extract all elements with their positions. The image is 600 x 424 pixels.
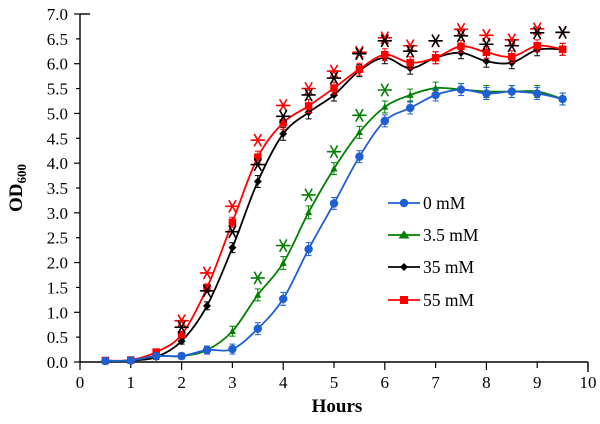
svg-text:3.5 mM: 3.5 mM (423, 225, 479, 245)
svg-text:7: 7 (431, 373, 440, 392)
svg-text:5.5: 5.5 (47, 80, 68, 99)
svg-text:5: 5 (330, 373, 339, 392)
svg-text:8: 8 (482, 373, 491, 392)
svg-text:0: 0 (76, 373, 85, 392)
svg-text:0.0: 0.0 (47, 353, 68, 372)
svg-text:3.0: 3.0 (47, 204, 68, 223)
svg-text:35 mM: 35 mM (423, 257, 474, 277)
svg-text:3: 3 (228, 373, 237, 392)
svg-text:7.0: 7.0 (47, 5, 68, 24)
svg-text:2.0: 2.0 (47, 254, 68, 273)
svg-text:3.5: 3.5 (47, 179, 68, 198)
svg-text:0.5: 0.5 (47, 328, 68, 347)
svg-text:6: 6 (381, 373, 390, 392)
svg-text:1.5: 1.5 (47, 278, 68, 297)
svg-text:Hours: Hours (312, 396, 363, 417)
svg-text:4: 4 (279, 373, 288, 392)
svg-text:2: 2 (177, 373, 186, 392)
svg-text:5.0: 5.0 (47, 104, 68, 123)
svg-text:6.5: 6.5 (47, 30, 68, 49)
svg-text:1: 1 (127, 373, 136, 392)
svg-text:10: 10 (580, 373, 597, 392)
svg-text:4.0: 4.0 (47, 154, 68, 173)
svg-text:55 mM: 55 mM (423, 290, 474, 310)
svg-text:9: 9 (533, 373, 542, 392)
svg-text:0 mM: 0 mM (423, 193, 466, 213)
svg-text:6.0: 6.0 (47, 55, 68, 74)
svg-text:4.5: 4.5 (47, 129, 68, 148)
svg-text:2.5: 2.5 (47, 229, 68, 248)
svg-text:1.0: 1.0 (47, 303, 68, 322)
